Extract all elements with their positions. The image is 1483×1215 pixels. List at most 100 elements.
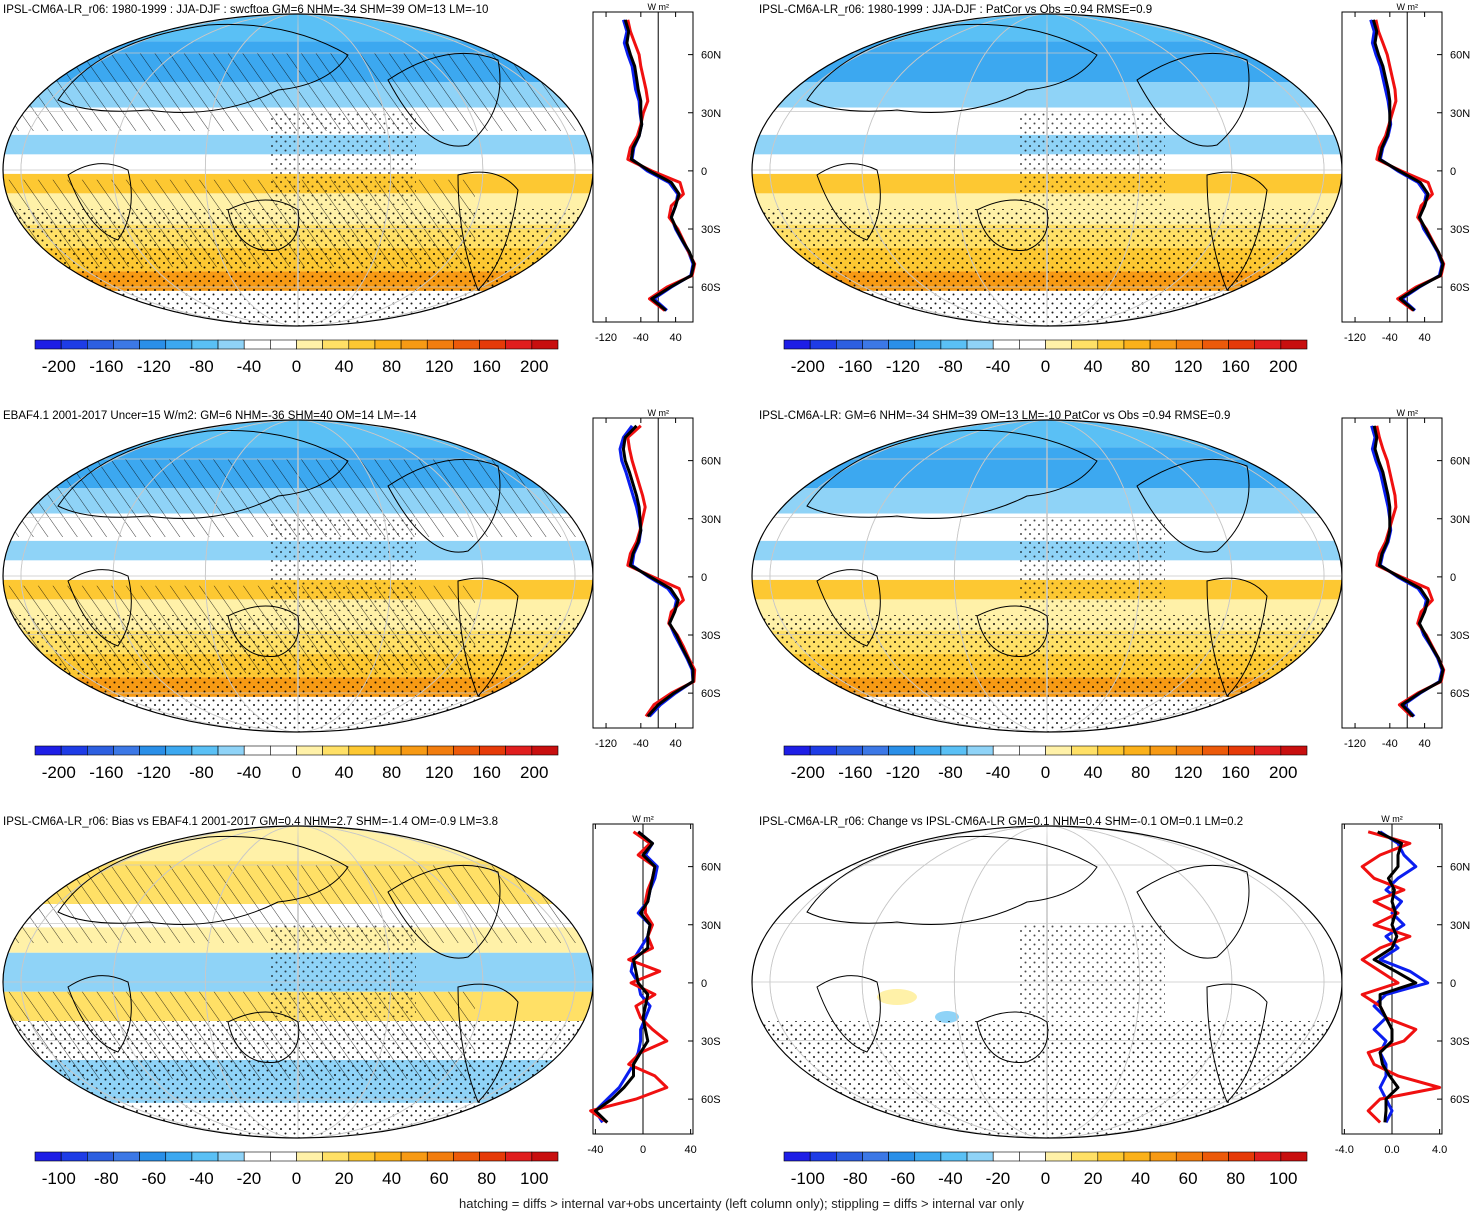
zonal-panel: W m² -120 -40 40 60N 30N 0 30S 60S — [1341, 2, 1470, 344]
colorbar-cell — [1045, 745, 1072, 756]
coastline — [1206, 577, 1268, 697]
coastline — [976, 199, 1049, 251]
colorbar-tick-label: -40 — [237, 763, 262, 782]
colorbar-cell — [426, 339, 454, 350]
colorbar-cell — [296, 339, 323, 350]
graticule — [297, 420, 299, 732]
colorbar-cell — [34, 1151, 62, 1162]
graticule — [112, 826, 484, 1138]
colorbar-tick-label: 40 — [1084, 763, 1103, 782]
colorbar-tick-label: 0 — [1041, 763, 1050, 782]
coastline — [976, 1011, 1049, 1063]
colorbar-cell — [1149, 339, 1177, 350]
coastline — [1136, 864, 1250, 959]
colorbar-tick-label: 160 — [1221, 357, 1249, 376]
graticule — [204, 14, 392, 326]
x-tick-label: 40 — [1418, 332, 1430, 344]
colorbar-cell — [113, 1151, 140, 1162]
colorbar-cell — [914, 1151, 942, 1162]
colorbar-cell — [1123, 745, 1151, 756]
colorbar-cell — [139, 745, 167, 756]
colorbar-tick-label: -20 — [237, 1169, 262, 1188]
y-tick-label: 60N — [1450, 862, 1470, 874]
colorbar-cell — [34, 339, 62, 350]
colorbar-tick-label: 200 — [520, 357, 548, 376]
coastline — [806, 23, 1098, 113]
colorbar-cell — [914, 745, 942, 756]
colorbar-tick-label: 100 — [520, 1169, 548, 1188]
colorbar-tick-label: 100 — [1269, 1169, 1297, 1188]
colorbar-tick-label: -160 — [89, 357, 123, 376]
coastline — [387, 52, 501, 147]
y-tick-label: 30S — [1450, 1036, 1470, 1048]
colorbar-cell — [940, 1151, 968, 1162]
zonal-unit: W m² — [1396, 2, 1418, 12]
graticule — [1046, 14, 1048, 326]
colorbar-cell — [87, 745, 114, 756]
panel-title: IPSL-CM6A-LR_r06: Bias vs EBAF4.1 2001-2… — [3, 816, 498, 828]
colorbar-cell — [479, 339, 506, 350]
colorbar-cell — [453, 1151, 480, 1162]
colorbar-cell — [348, 339, 376, 350]
graticule — [204, 826, 392, 1138]
colorbar-cell — [113, 339, 140, 350]
colorbar-cell — [374, 339, 402, 350]
colorbar-cell — [243, 745, 271, 756]
colorbar-cell — [1149, 1151, 1177, 1162]
colorbar-cell — [1202, 339, 1229, 350]
x-tick-label: -120 — [595, 332, 617, 344]
colorbar-cell — [165, 1151, 193, 1162]
coastline — [1206, 983, 1268, 1103]
colorbar-tick-label: -200 — [791, 357, 825, 376]
colorbar-tick-label: 200 — [1269, 357, 1297, 376]
graticule — [112, 14, 484, 326]
x-tick-label: 4.0 — [1432, 1144, 1447, 1156]
colorbar-cell — [1228, 339, 1255, 350]
zonal-line-black — [1371, 19, 1445, 312]
colorbar-tick-label: 120 — [425, 357, 453, 376]
colorbar-tick-label: -200 — [42, 763, 76, 782]
coastline — [976, 605, 1049, 657]
colorbar: -200 -160 -120 -80 -40 0 40 80 120 160 200 — [34, 339, 559, 376]
y-tick-label: 60N — [701, 456, 721, 468]
graticule — [861, 420, 1233, 732]
colorbar-cell — [217, 745, 245, 756]
colorbar-cell — [322, 339, 350, 350]
zonal-line-black — [1372, 830, 1418, 1123]
x-tick-label: -40 — [1382, 332, 1398, 344]
colorbar-tick-label: -40 — [986, 763, 1011, 782]
coastline — [457, 577, 519, 697]
colorbar-tick-label: 80 — [1131, 357, 1150, 376]
colorbar-cell — [191, 745, 219, 756]
colorbar-cell — [1254, 1151, 1282, 1162]
y-tick-label: 0 — [1450, 166, 1456, 178]
colorbar-tick-label: -200 — [791, 763, 825, 782]
colorbar-cell — [1175, 339, 1203, 350]
x-tick-label: 40 — [669, 332, 681, 344]
zonal-line-red — [1360, 830, 1442, 1124]
colorbar-cell — [87, 1151, 114, 1162]
colorbar: -100 -80 -60 -40 -20 0 20 40 60 80 100 — [34, 1151, 559, 1188]
y-tick-label: 0 — [701, 166, 707, 178]
zonal-line-black — [621, 424, 695, 718]
colorbar-cell — [217, 339, 245, 350]
colorbar-tick-label: -200 — [42, 357, 76, 376]
x-tick-label: -40 — [633, 738, 649, 750]
colorbar-tick-label: 0 — [292, 1169, 301, 1188]
coastline — [57, 23, 349, 113]
colorbar-cell — [888, 745, 916, 756]
colorbar-cell — [1280, 1151, 1308, 1162]
zonal-panel: W m² -120 -40 40 60N 30N 0 30S 60S — [592, 408, 721, 750]
stippling — [1017, 923, 1165, 1018]
zonal-line-black — [593, 830, 657, 1124]
panel: IPSL-CM6A-LR_r06: Change vs IPSL-CM6A-LR… — [751, 814, 1470, 1188]
y-tick-label: 30N — [701, 920, 721, 932]
y-tick-label: 60N — [701, 50, 721, 62]
x-tick-label: 40 — [669, 738, 681, 750]
colorbar-cell — [1228, 745, 1255, 756]
colorbar-tick-label: 40 — [1084, 357, 1103, 376]
colorbar-cell — [479, 1151, 506, 1162]
colorbar-cell — [505, 339, 533, 350]
colorbar-cell — [809, 1151, 837, 1162]
x-tick-label: -120 — [1344, 332, 1366, 344]
